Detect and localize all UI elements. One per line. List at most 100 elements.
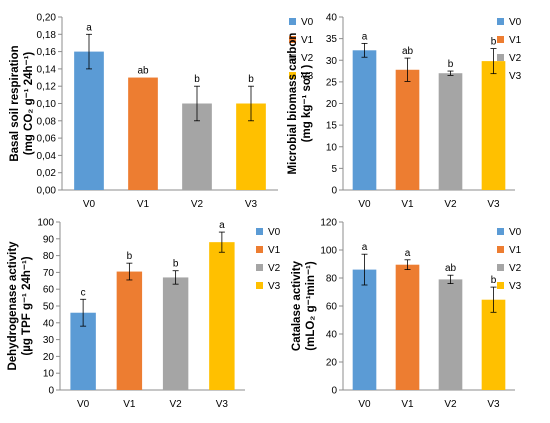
x-tick-label: V0 — [77, 399, 90, 410]
significance-letter: b — [491, 37, 497, 48]
legend-swatch — [256, 264, 263, 271]
legend-swatch — [497, 18, 504, 25]
significance-letter: b — [491, 275, 497, 286]
y-tick-label: 0 — [331, 386, 337, 397]
significance-letter: ab — [445, 263, 457, 274]
y-tick-label: 35 — [326, 34, 338, 45]
y-tick-label: 20 — [326, 99, 338, 110]
significance-letter: a — [405, 248, 411, 259]
significance-letter: a — [362, 31, 368, 42]
legend-swatch — [256, 282, 263, 289]
legend-label: V0 — [268, 227, 281, 238]
y-tick-label: 25 — [326, 77, 338, 88]
y-tick-label: 0,12 — [37, 82, 57, 93]
legend-swatch — [289, 18, 296, 25]
legend-label: V2 — [268, 263, 281, 274]
y-axis-title-line1: Catalase activity — [291, 260, 303, 351]
x-tick-label: V2 — [170, 399, 183, 410]
x-tick-label: V3 — [245, 199, 258, 210]
legend-swatch — [497, 246, 504, 253]
bar-v0 — [74, 51, 104, 190]
significance-letter: a — [219, 220, 225, 231]
legend-label: V2 — [509, 53, 522, 64]
significance-letter: b — [127, 251, 133, 262]
legend-swatch — [497, 54, 504, 61]
legend-label: V0 — [301, 17, 314, 28]
bar-v1 — [116, 271, 143, 390]
bar-v0 — [352, 50, 377, 190]
legend-label: V1 — [268, 245, 281, 256]
x-tick-label: V0 — [83, 199, 96, 210]
legend-swatch — [289, 72, 296, 79]
y-tick-label: 80 — [43, 251, 55, 262]
y-tick-label: 40 — [326, 330, 338, 341]
y-tick-label: 0,00 — [37, 186, 57, 197]
chart-panel-1: 0,00 0,02 0,04 0,06 0,08 0,10 0,12 0,14 0,16 0,18… — [9, 13, 314, 211]
bar-v2 — [438, 73, 463, 190]
y-tick-label: 20 — [326, 358, 338, 369]
legend-label: V2 — [509, 263, 522, 274]
x-tick-label: V2 — [444, 399, 457, 410]
significance-letter: b — [448, 59, 454, 70]
legend-swatch — [256, 228, 263, 235]
x-tick-label: V3 — [487, 199, 500, 210]
y-axis-title-line2: (mg kg⁻¹ soil ) — [301, 65, 313, 143]
chart-panel-3: 0 10 20 30 40 50 60 70 80 90 100 c V0 b V1 b V2 a V3 Dehydr… — [7, 218, 281, 411]
legend-label: V3 — [268, 281, 281, 292]
legend-label: V2 — [301, 53, 314, 64]
y-tick-label: 0,16 — [37, 47, 57, 58]
legend-swatch — [497, 264, 504, 271]
y-tick-label: 80 — [326, 274, 338, 285]
y-axis-title-line1: Basal soil respiration — [9, 45, 21, 161]
bar-v2 — [162, 277, 189, 390]
legend-label: V0 — [509, 17, 522, 28]
bar-v3 — [481, 299, 506, 390]
y-tick-label: 0,04 — [37, 151, 57, 162]
y-tick-label: 30 — [43, 335, 55, 346]
y-axis-title-line2: (mg CO₂ g⁻¹ 24h⁻¹) — [23, 52, 35, 156]
bar-v2 — [438, 279, 463, 390]
bar-v1 — [128, 77, 158, 190]
legend-label: V3 — [301, 71, 314, 82]
significance-letter: ab — [402, 46, 414, 57]
y-tick-label: 0,02 — [37, 168, 57, 179]
y-tick-label: 70 — [43, 268, 55, 279]
y-tick-label: 0,20 — [37, 13, 57, 24]
y-tick-label: 15 — [326, 121, 338, 132]
y-tick-label: 0 — [331, 186, 337, 197]
legend-label: V3 — [509, 281, 522, 292]
legend-label: V1 — [301, 35, 314, 46]
y-tick-label: 30 — [326, 56, 338, 67]
y-tick-label: 100 — [320, 246, 337, 257]
y-tick-label: 40 — [43, 318, 55, 329]
y-tick-label: 90 — [43, 234, 55, 245]
legend-swatch — [256, 246, 263, 253]
y-tick-label: 5 — [331, 164, 337, 175]
significance-letter: a — [86, 22, 92, 33]
x-tick-label: V1 — [401, 199, 414, 210]
significance-letter: b — [194, 74, 200, 85]
bar-v3 — [481, 61, 506, 190]
bar-v0 — [352, 269, 377, 390]
legend-label: V3 — [509, 71, 522, 82]
x-tick-label: V1 — [401, 399, 414, 410]
legend-swatch — [497, 228, 504, 235]
y-axis-title-line1: Microbial biomass carbon — [287, 33, 299, 175]
y-tick-label: 10 — [43, 369, 55, 380]
legend-swatch — [289, 36, 296, 43]
y-tick-label: 50 — [43, 302, 55, 313]
x-tick-label: V0 — [358, 399, 371, 410]
y-tick-label: 60 — [43, 285, 55, 296]
y-tick-label: 0,08 — [37, 116, 57, 127]
y-tick-label: 60 — [326, 302, 338, 313]
y-tick-label: 0 — [48, 386, 54, 397]
bar-v1 — [395, 264, 420, 390]
significance-letter: b — [173, 259, 179, 270]
x-tick-label: V3 — [487, 399, 500, 410]
y-tick-label: 0,06 — [37, 134, 57, 145]
legend-swatch — [497, 72, 504, 79]
bar-v3 — [209, 242, 235, 390]
x-tick-label: V1 — [123, 399, 136, 410]
